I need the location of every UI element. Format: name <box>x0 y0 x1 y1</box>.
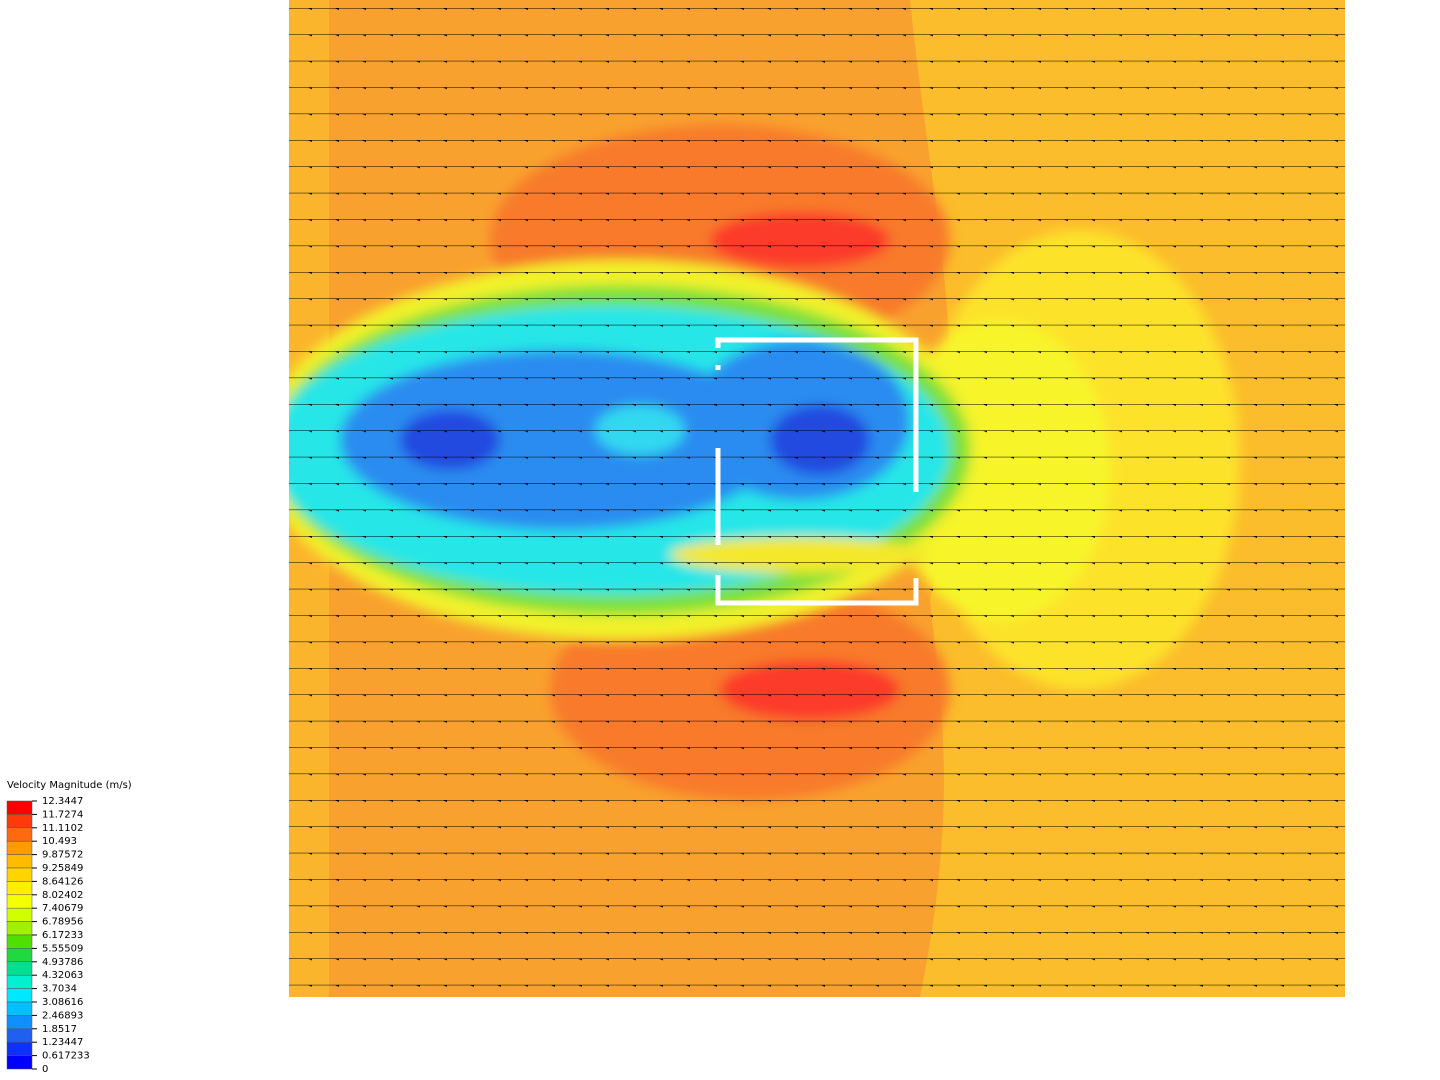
contour-field <box>289 0 1345 997</box>
legend-label: 6.78956 <box>42 917 83 928</box>
legend-label: 6.17233 <box>42 930 83 941</box>
legend-label: 8.64126 <box>42 876 83 887</box>
legend-swatch <box>6 921 33 936</box>
legend-swatch <box>6 867 33 882</box>
legend-label: 9.25849 <box>42 863 83 874</box>
legend-label: 8.02402 <box>42 890 83 901</box>
legend-swatch <box>6 814 33 829</box>
legend-swatch <box>6 974 33 989</box>
obstacle-outline <box>715 337 919 606</box>
legend-label: 7.40679 <box>42 903 83 914</box>
legend-title: Velocity Magnitude (m/s) <box>7 780 132 791</box>
legend-swatch <box>6 1015 33 1030</box>
legend-label: 1.23447 <box>42 1037 83 1048</box>
legend-label: 11.1102 <box>42 823 83 834</box>
legend-label: 3.08616 <box>42 997 83 1008</box>
legend-swatch <box>6 948 33 963</box>
legend-label: 3.7034 <box>42 984 77 995</box>
legend-swatch <box>6 894 33 909</box>
legend-label: 4.93786 <box>42 957 83 968</box>
legend-swatch <box>6 1028 33 1043</box>
legend-swatch <box>6 881 33 896</box>
legend-swatch <box>6 854 33 869</box>
legend: Velocity Magnitude (m/s) 12.3447 11.7274 1… <box>6 780 132 1075</box>
legend-swatch <box>6 1001 33 1016</box>
legend-swatch <box>6 988 33 1003</box>
legend-label: 0.617233 <box>42 1051 90 1062</box>
legend-label: 9.87572 <box>42 850 83 861</box>
legend-swatch <box>6 907 33 922</box>
legend-swatch <box>6 1055 33 1070</box>
legend-label: 10.493 <box>42 836 77 847</box>
legend-label: 11.7274 <box>42 809 83 820</box>
legend-swatch <box>6 827 33 842</box>
legend-label: 1.8517 <box>42 1024 77 1035</box>
legend-swatch <box>6 1041 33 1056</box>
legend-swatch <box>6 934 33 949</box>
legend-label: 5.55509 <box>42 943 83 954</box>
legend-label: 12.3447 <box>42 796 83 807</box>
legend-swatch <box>6 961 33 976</box>
legend-swatch <box>6 800 33 815</box>
legend-label: 4.32063 <box>42 970 83 981</box>
legend-label: 2.46893 <box>42 1010 83 1021</box>
legend-swatch <box>6 840 33 855</box>
legend-label: 0 <box>42 1064 48 1075</box>
